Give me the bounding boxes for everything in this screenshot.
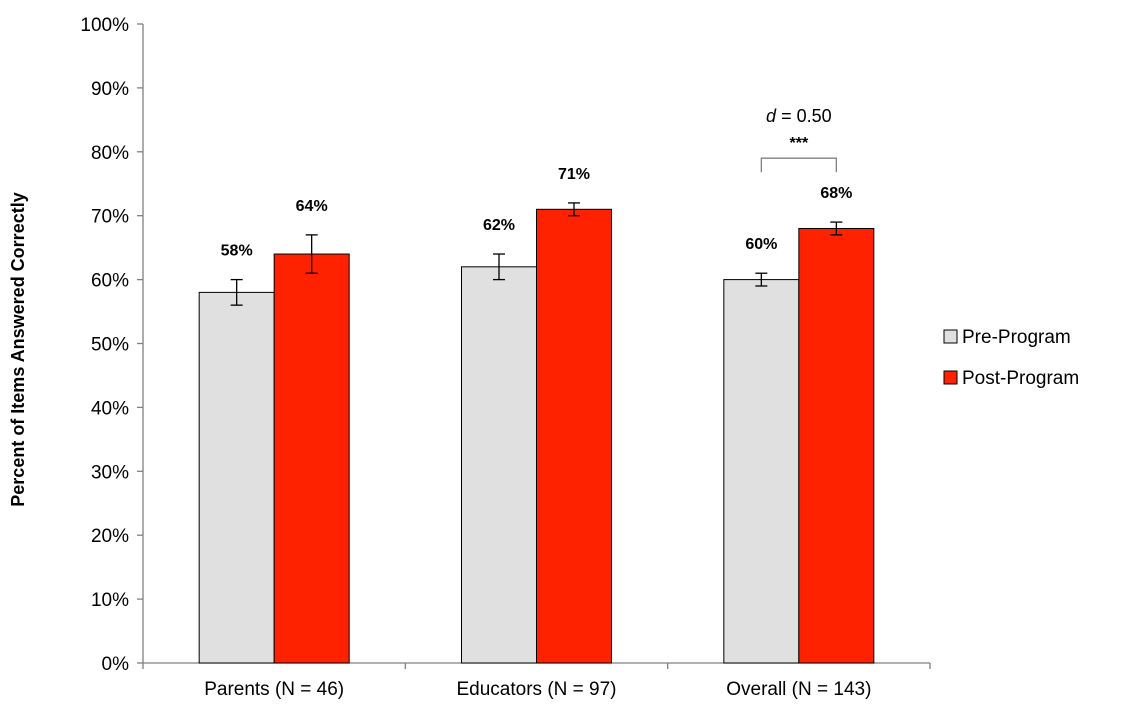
- y-tick-label: 70%: [91, 207, 129, 228]
- x-category-label: Educators (N = 97): [457, 679, 617, 700]
- bar-pre-program: [461, 266, 537, 664]
- data-label: 62%: [483, 217, 515, 234]
- significance-stars: ***: [789, 135, 808, 152]
- bar-post-program: [273, 253, 350, 664]
- data-label: 71%: [558, 166, 590, 183]
- significance-annotation: *** d = 0.50: [760, 106, 837, 173]
- y-tick-label: 0%: [102, 654, 130, 675]
- bar-pre-program: [723, 279, 800, 664]
- y-tick-label: 30%: [91, 462, 129, 483]
- y-tick-label: 80%: [91, 143, 129, 164]
- y-tick-label: 20%: [91, 526, 129, 547]
- y-tick-label: 90%: [91, 79, 129, 100]
- axes-layer: 0% 10% 20% 30% 40% 50% 60% 70% 80% 90% 100% Parents…: [8, 15, 931, 700]
- x-category-label: Parents (N = 46): [204, 679, 344, 700]
- y-tick-label: 60%: [91, 271, 129, 292]
- y-tick-label: 10%: [91, 590, 129, 611]
- effect-size-label: d = 0.50: [766, 106, 832, 126]
- legend: Pre-Program Post-Program: [943, 327, 1079, 389]
- bar-pre-program: [198, 291, 275, 664]
- data-label: 60%: [745, 236, 777, 253]
- data-label: 64%: [296, 198, 328, 215]
- y-tick-label: 40%: [91, 398, 129, 419]
- x-category-label: Overall (N = 143): [726, 679, 871, 700]
- legend-swatch: [943, 329, 958, 344]
- data-label: 68%: [820, 185, 852, 202]
- y-tick-label: 50%: [91, 335, 129, 356]
- y-tick-label: 100%: [80, 15, 129, 36]
- legend-swatch: [943, 370, 958, 385]
- bar-post-program: [536, 208, 612, 664]
- bar-post-program: [798, 227, 875, 664]
- significance-bracket: [760, 157, 837, 173]
- data-label: 58%: [221, 243, 253, 260]
- legend-label: Pre-Program: [962, 327, 1071, 348]
- y-axis-title: Percent of Items Answered Correctly: [8, 192, 28, 506]
- labels-layer: 58% 64% 62% 71% 60% 68%: [221, 166, 853, 260]
- bars-layer: [198, 202, 875, 664]
- legend-label: Post-Program: [962, 368, 1079, 389]
